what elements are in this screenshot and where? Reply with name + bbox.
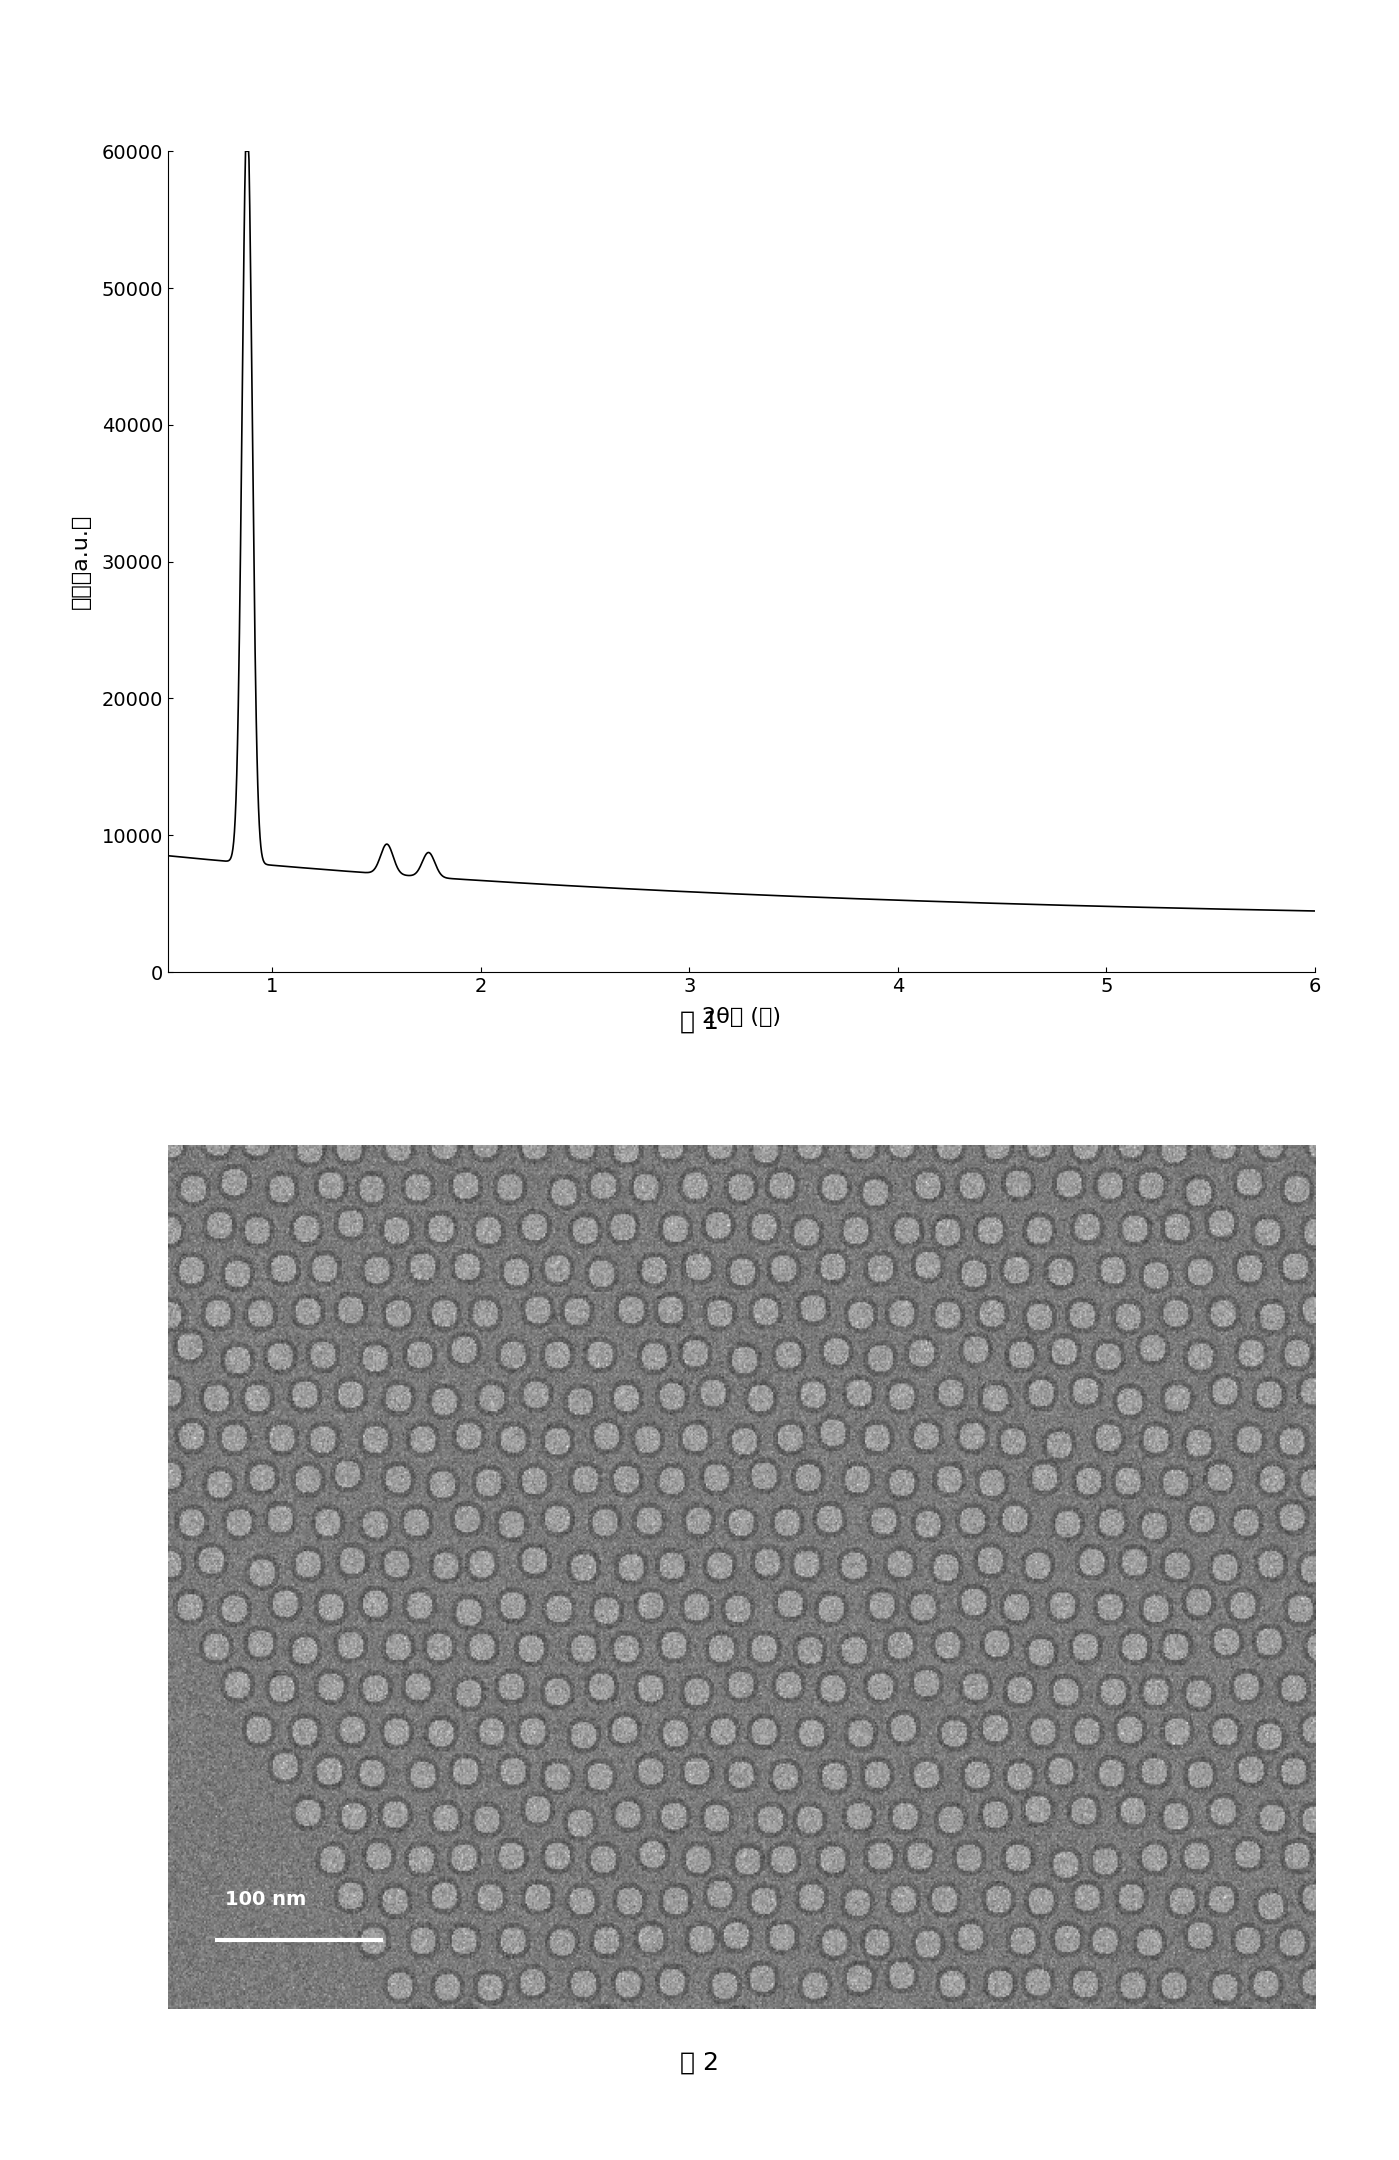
Y-axis label: 强度（a.u.）: 强度（a.u.） [70, 514, 91, 609]
Text: 图 1: 图 1 [680, 1009, 719, 1035]
Text: 图 2: 图 2 [680, 2050, 719, 2076]
X-axis label: 2θ角 (度): 2θ角 (度) [702, 1007, 781, 1026]
Text: 100 nm: 100 nm [225, 1890, 306, 1909]
